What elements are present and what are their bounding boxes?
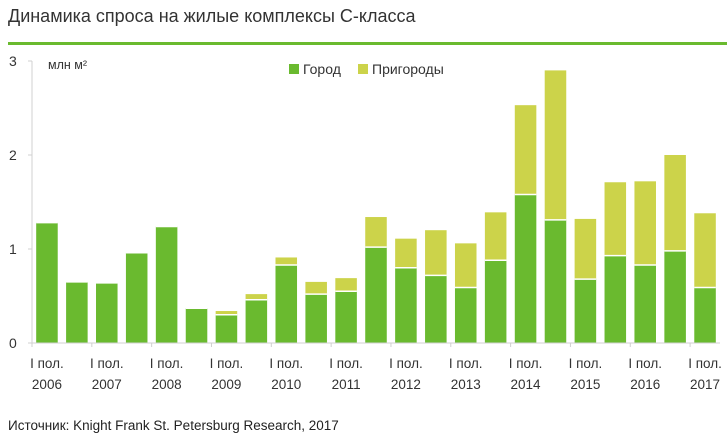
bar-suburbs (454, 243, 477, 288)
bar-suburbs (425, 230, 447, 276)
x-tick-label-year: 2010 (271, 377, 301, 392)
bar-city (484, 260, 507, 343)
bar-city (66, 281, 88, 343)
bar-city (275, 264, 298, 343)
bar-city (96, 282, 118, 343)
bar-city (544, 219, 567, 343)
y-axis-unit-label: млн м² (48, 58, 87, 72)
x-tick-label-period: I пол. (628, 356, 662, 371)
legend-label: Город (303, 61, 341, 77)
y-tick-label: 1 (9, 241, 17, 257)
source-note: Источник: Knight Frank St. Petersburg Re… (8, 418, 339, 433)
x-tick-label-year: 2016 (630, 377, 660, 392)
x-tick-label-year: 2007 (92, 377, 122, 392)
x-tick-label-period: I пол. (210, 356, 244, 371)
bar-city (125, 252, 148, 343)
x-tick-label-year: 2013 (451, 377, 481, 392)
legend-swatch (358, 64, 368, 74)
x-tick-label-period: I пол. (30, 356, 64, 371)
y-tick-label: 3 (9, 53, 17, 69)
x-tick-label-period: I пол. (389, 356, 423, 371)
y-tick-label: 2 (9, 147, 17, 163)
x-tick-label-period: I пол. (329, 356, 363, 371)
x-tick-label-year: 2014 (511, 377, 542, 392)
bar-city (305, 294, 327, 343)
bar-suburbs (634, 181, 656, 265)
x-tick-label-period: I пол. (509, 356, 543, 371)
legend-label: Пригороды (372, 61, 444, 77)
bar-suburbs (544, 70, 567, 220)
bar-city (634, 264, 656, 343)
y-tick-label: 0 (9, 335, 17, 351)
bar-city (574, 279, 597, 343)
bar-city (335, 291, 357, 343)
bar-suburbs (574, 218, 597, 280)
bar-city (365, 247, 387, 343)
x-tick-label-year: 2011 (332, 377, 361, 392)
bar-suburbs (514, 105, 537, 195)
stacked-bar-chart: 0 1 2 3 млн м² I пол. 2006 I пол. 2007 I пол. 2008… (9, 53, 722, 392)
x-tick-label-period: I пол. (150, 356, 184, 371)
bar-suburbs (694, 213, 716, 288)
x-tick-label-period: I пол. (269, 356, 303, 371)
x-tick-label-year: 2017 (690, 377, 720, 392)
bar-suburbs (215, 311, 238, 315)
bar-city (215, 314, 238, 343)
x-tick-label-period: I пол. (90, 356, 124, 371)
bar-suburbs (484, 212, 507, 261)
bar-suburbs (395, 238, 417, 268)
bar-suburbs (245, 294, 268, 300)
x-tick-label-year: 2012 (391, 377, 421, 392)
bar-suburbs (365, 217, 387, 248)
bar-city (36, 222, 58, 343)
bar-city (664, 250, 686, 343)
bar-city (694, 287, 716, 343)
x-tick-label-period: I пол. (449, 356, 483, 371)
bar-suburbs (335, 278, 357, 292)
x-tick-label-period: I пол. (688, 356, 722, 371)
title-underline (8, 42, 727, 45)
x-tick-label-year: 2006 (32, 377, 62, 392)
bar-city (604, 255, 627, 343)
bar-city (514, 194, 537, 343)
x-tick-label-year: 2008 (152, 377, 182, 392)
bar-city (155, 226, 178, 343)
legend-swatch (289, 64, 299, 74)
bar-city (395, 267, 417, 343)
bar-city (425, 275, 447, 343)
bar-city (454, 287, 477, 343)
bar-suburbs (604, 182, 627, 256)
bar-city (185, 308, 208, 343)
bar-suburbs (664, 155, 686, 251)
x-tick-label-year: 2009 (211, 377, 241, 392)
bar-city (245, 299, 268, 343)
x-tick-label-period: I пол. (569, 356, 603, 371)
bar-suburbs (305, 281, 327, 295)
x-tick-label-year: 2015 (570, 377, 600, 392)
bar-suburbs (275, 257, 298, 265)
chart-title: Динамика спроса на жилые комплексы С-кла… (8, 6, 416, 26)
